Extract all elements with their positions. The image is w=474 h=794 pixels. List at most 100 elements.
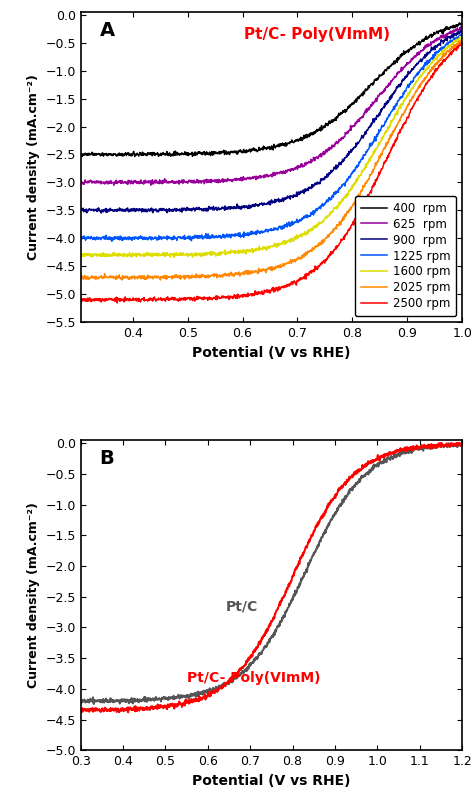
Pt/C <box>236 671 242 680</box>
Pt/C <box>446 438 451 448</box>
2500 rpm <box>114 299 120 308</box>
X-axis label: Potential (V vs RHE): Potential (V vs RHE) <box>192 345 351 360</box>
1600 rpm <box>117 251 122 260</box>
1600 rpm <box>383 129 388 138</box>
900  rpm <box>383 98 388 108</box>
400  rpm <box>232 148 238 157</box>
1225 rpm <box>458 29 464 39</box>
2025 rpm <box>119 276 125 285</box>
625  rpm <box>376 91 382 101</box>
Line: 625  rpm: 625 rpm <box>81 26 462 185</box>
1225 rpm <box>459 30 465 40</box>
625  rpm <box>340 134 346 144</box>
2500 rpm <box>459 39 465 48</box>
Pt/C- Poly(VImM) <box>236 665 242 675</box>
2500 rpm <box>117 297 123 306</box>
Pt/C- Poly(VImM) <box>125 707 131 717</box>
2025 rpm <box>459 35 465 44</box>
Pt/C <box>91 700 97 709</box>
900  rpm <box>340 157 346 167</box>
400  rpm <box>78 149 83 159</box>
Line: 900  rpm: 900 rpm <box>81 30 462 213</box>
Pt/C- Poly(VImM) <box>445 440 451 449</box>
2025 rpm <box>459 37 465 46</box>
900  rpm <box>246 200 252 210</box>
1600 rpm <box>232 249 238 258</box>
Line: Pt/C: Pt/C <box>81 443 462 704</box>
Pt/C <box>174 692 180 701</box>
Pt/C- Poly(VImM) <box>78 705 83 715</box>
Text: Pt/C- Poly(VImM): Pt/C- Poly(VImM) <box>244 28 390 42</box>
625  rpm <box>232 174 238 183</box>
Line: 1225 rpm: 1225 rpm <box>81 34 462 241</box>
Line: 2025 rpm: 2025 rpm <box>81 40 462 280</box>
1600 rpm <box>459 33 465 42</box>
1600 rpm <box>376 141 382 150</box>
900  rpm <box>459 28 465 37</box>
1225 rpm <box>246 229 252 238</box>
Legend: 400  rpm, 625  rpm, 900  rpm, 1225 rpm, 1600 rpm, 2025 rpm, 2500 rpm: 400 rpm, 625 rpm, 900 rpm, 1225 rpm, 160… <box>355 196 456 316</box>
1225 rpm <box>232 231 238 241</box>
400  rpm <box>132 152 137 161</box>
625  rpm <box>458 21 464 31</box>
X-axis label: Potential (V vs RHE): Potential (V vs RHE) <box>192 773 351 788</box>
Y-axis label: Current density (mA.cm⁻²): Current density (mA.cm⁻²) <box>27 74 40 260</box>
1225 rpm <box>109 237 115 246</box>
Pt/C- Poly(VImM) <box>96 704 102 714</box>
1600 rpm <box>246 247 252 256</box>
2025 rpm <box>246 266 252 276</box>
Line: Pt/C- Poly(VImM): Pt/C- Poly(VImM) <box>81 443 462 712</box>
Pt/C- Poly(VImM) <box>174 701 180 711</box>
Pt/C <box>78 699 83 708</box>
Pt/C <box>459 438 465 448</box>
400  rpm <box>246 145 252 155</box>
400  rpm <box>340 106 346 115</box>
2500 rpm <box>246 291 252 300</box>
2500 rpm <box>383 156 388 166</box>
Text: A: A <box>100 21 115 40</box>
1600 rpm <box>78 250 83 260</box>
Text: Pt/C: Pt/C <box>226 599 258 614</box>
Line: 400  rpm: 400 rpm <box>81 23 462 156</box>
Y-axis label: Current density (mA.cm⁻²): Current density (mA.cm⁻²) <box>27 503 40 688</box>
1225 rpm <box>376 129 382 139</box>
400  rpm <box>459 18 465 28</box>
Text: Pt/C- Poly(VImM): Pt/C- Poly(VImM) <box>187 671 321 685</box>
2025 rpm <box>376 156 382 165</box>
400  rpm <box>456 18 462 28</box>
Pt/C <box>97 696 102 706</box>
1225 rpm <box>340 179 346 189</box>
Text: B: B <box>100 449 114 468</box>
625  rpm <box>117 178 123 187</box>
900  rpm <box>376 110 382 120</box>
Line: 2500 rpm: 2500 rpm <box>81 44 462 303</box>
2025 rpm <box>383 143 388 152</box>
2500 rpm <box>78 297 83 306</box>
Pt/C- Poly(VImM) <box>438 438 444 448</box>
400  rpm <box>117 150 122 160</box>
Line: 1600 rpm: 1600 rpm <box>81 37 462 257</box>
Pt/C <box>445 442 450 452</box>
Pt/C- Poly(VImM) <box>459 439 465 449</box>
2025 rpm <box>232 268 238 278</box>
1600 rpm <box>340 195 346 204</box>
2500 rpm <box>340 234 346 244</box>
625  rpm <box>246 175 252 184</box>
2025 rpm <box>78 272 83 282</box>
900  rpm <box>117 206 123 215</box>
400  rpm <box>383 65 388 75</box>
900  rpm <box>78 206 83 216</box>
900  rpm <box>458 25 464 35</box>
1225 rpm <box>117 234 123 244</box>
1600 rpm <box>457 32 463 41</box>
900  rpm <box>99 208 104 218</box>
2500 rpm <box>232 292 238 302</box>
900  rpm <box>232 204 238 214</box>
2025 rpm <box>340 215 346 225</box>
625  rpm <box>78 177 83 187</box>
400  rpm <box>376 73 382 83</box>
Pt/C- Poly(VImM) <box>372 456 377 465</box>
Pt/C <box>107 697 113 707</box>
1225 rpm <box>78 233 83 242</box>
2500 rpm <box>376 171 382 180</box>
